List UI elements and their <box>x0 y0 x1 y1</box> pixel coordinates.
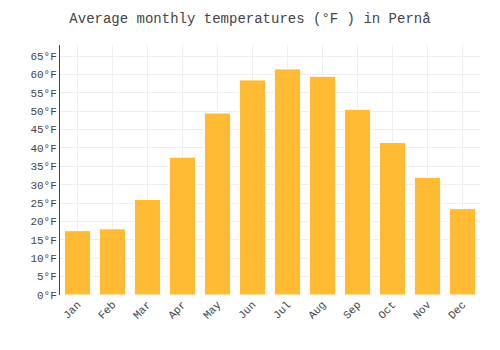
svg-text:Aug: Aug <box>306 299 328 321</box>
svg-text:30°F: 30°F <box>30 180 56 192</box>
svg-text:0°F: 0°F <box>37 290 57 302</box>
svg-text:5°F: 5°F <box>37 271 57 283</box>
svg-text:10°F: 10°F <box>30 253 56 265</box>
svg-text:65°F: 65°F <box>30 51 56 63</box>
svg-text:Jan: Jan <box>61 299 83 321</box>
svg-text:25°F: 25°F <box>30 198 56 210</box>
svg-text:45°F: 45°F <box>30 124 56 136</box>
svg-text:20°F: 20°F <box>30 216 56 228</box>
svg-text:Sep: Sep <box>341 299 363 321</box>
svg-text:Dec: Dec <box>446 299 468 321</box>
svg-text:Nov: Nov <box>411 299 434 322</box>
svg-text:Jul: Jul <box>271 299 293 321</box>
svg-text:Mar: Mar <box>131 299 153 321</box>
svg-text:50°F: 50°F <box>30 106 56 118</box>
svg-text:55°F: 55°F <box>30 88 56 100</box>
svg-text:60°F: 60°F <box>30 69 56 81</box>
svg-text:35°F: 35°F <box>30 161 56 173</box>
svg-text:Feb: Feb <box>96 299 118 321</box>
svg-text:15°F: 15°F <box>30 235 56 247</box>
svg-text:Oct: Oct <box>376 299 398 321</box>
svg-text:Average monthly temperatures (: Average monthly temperatures (°F ) in Pe… <box>69 11 430 27</box>
svg-text:40°F: 40°F <box>30 143 56 155</box>
svg-text:May: May <box>201 299 224 322</box>
svg-text:Jun: Jun <box>236 299 258 321</box>
svg-text:Apr: Apr <box>166 299 188 321</box>
